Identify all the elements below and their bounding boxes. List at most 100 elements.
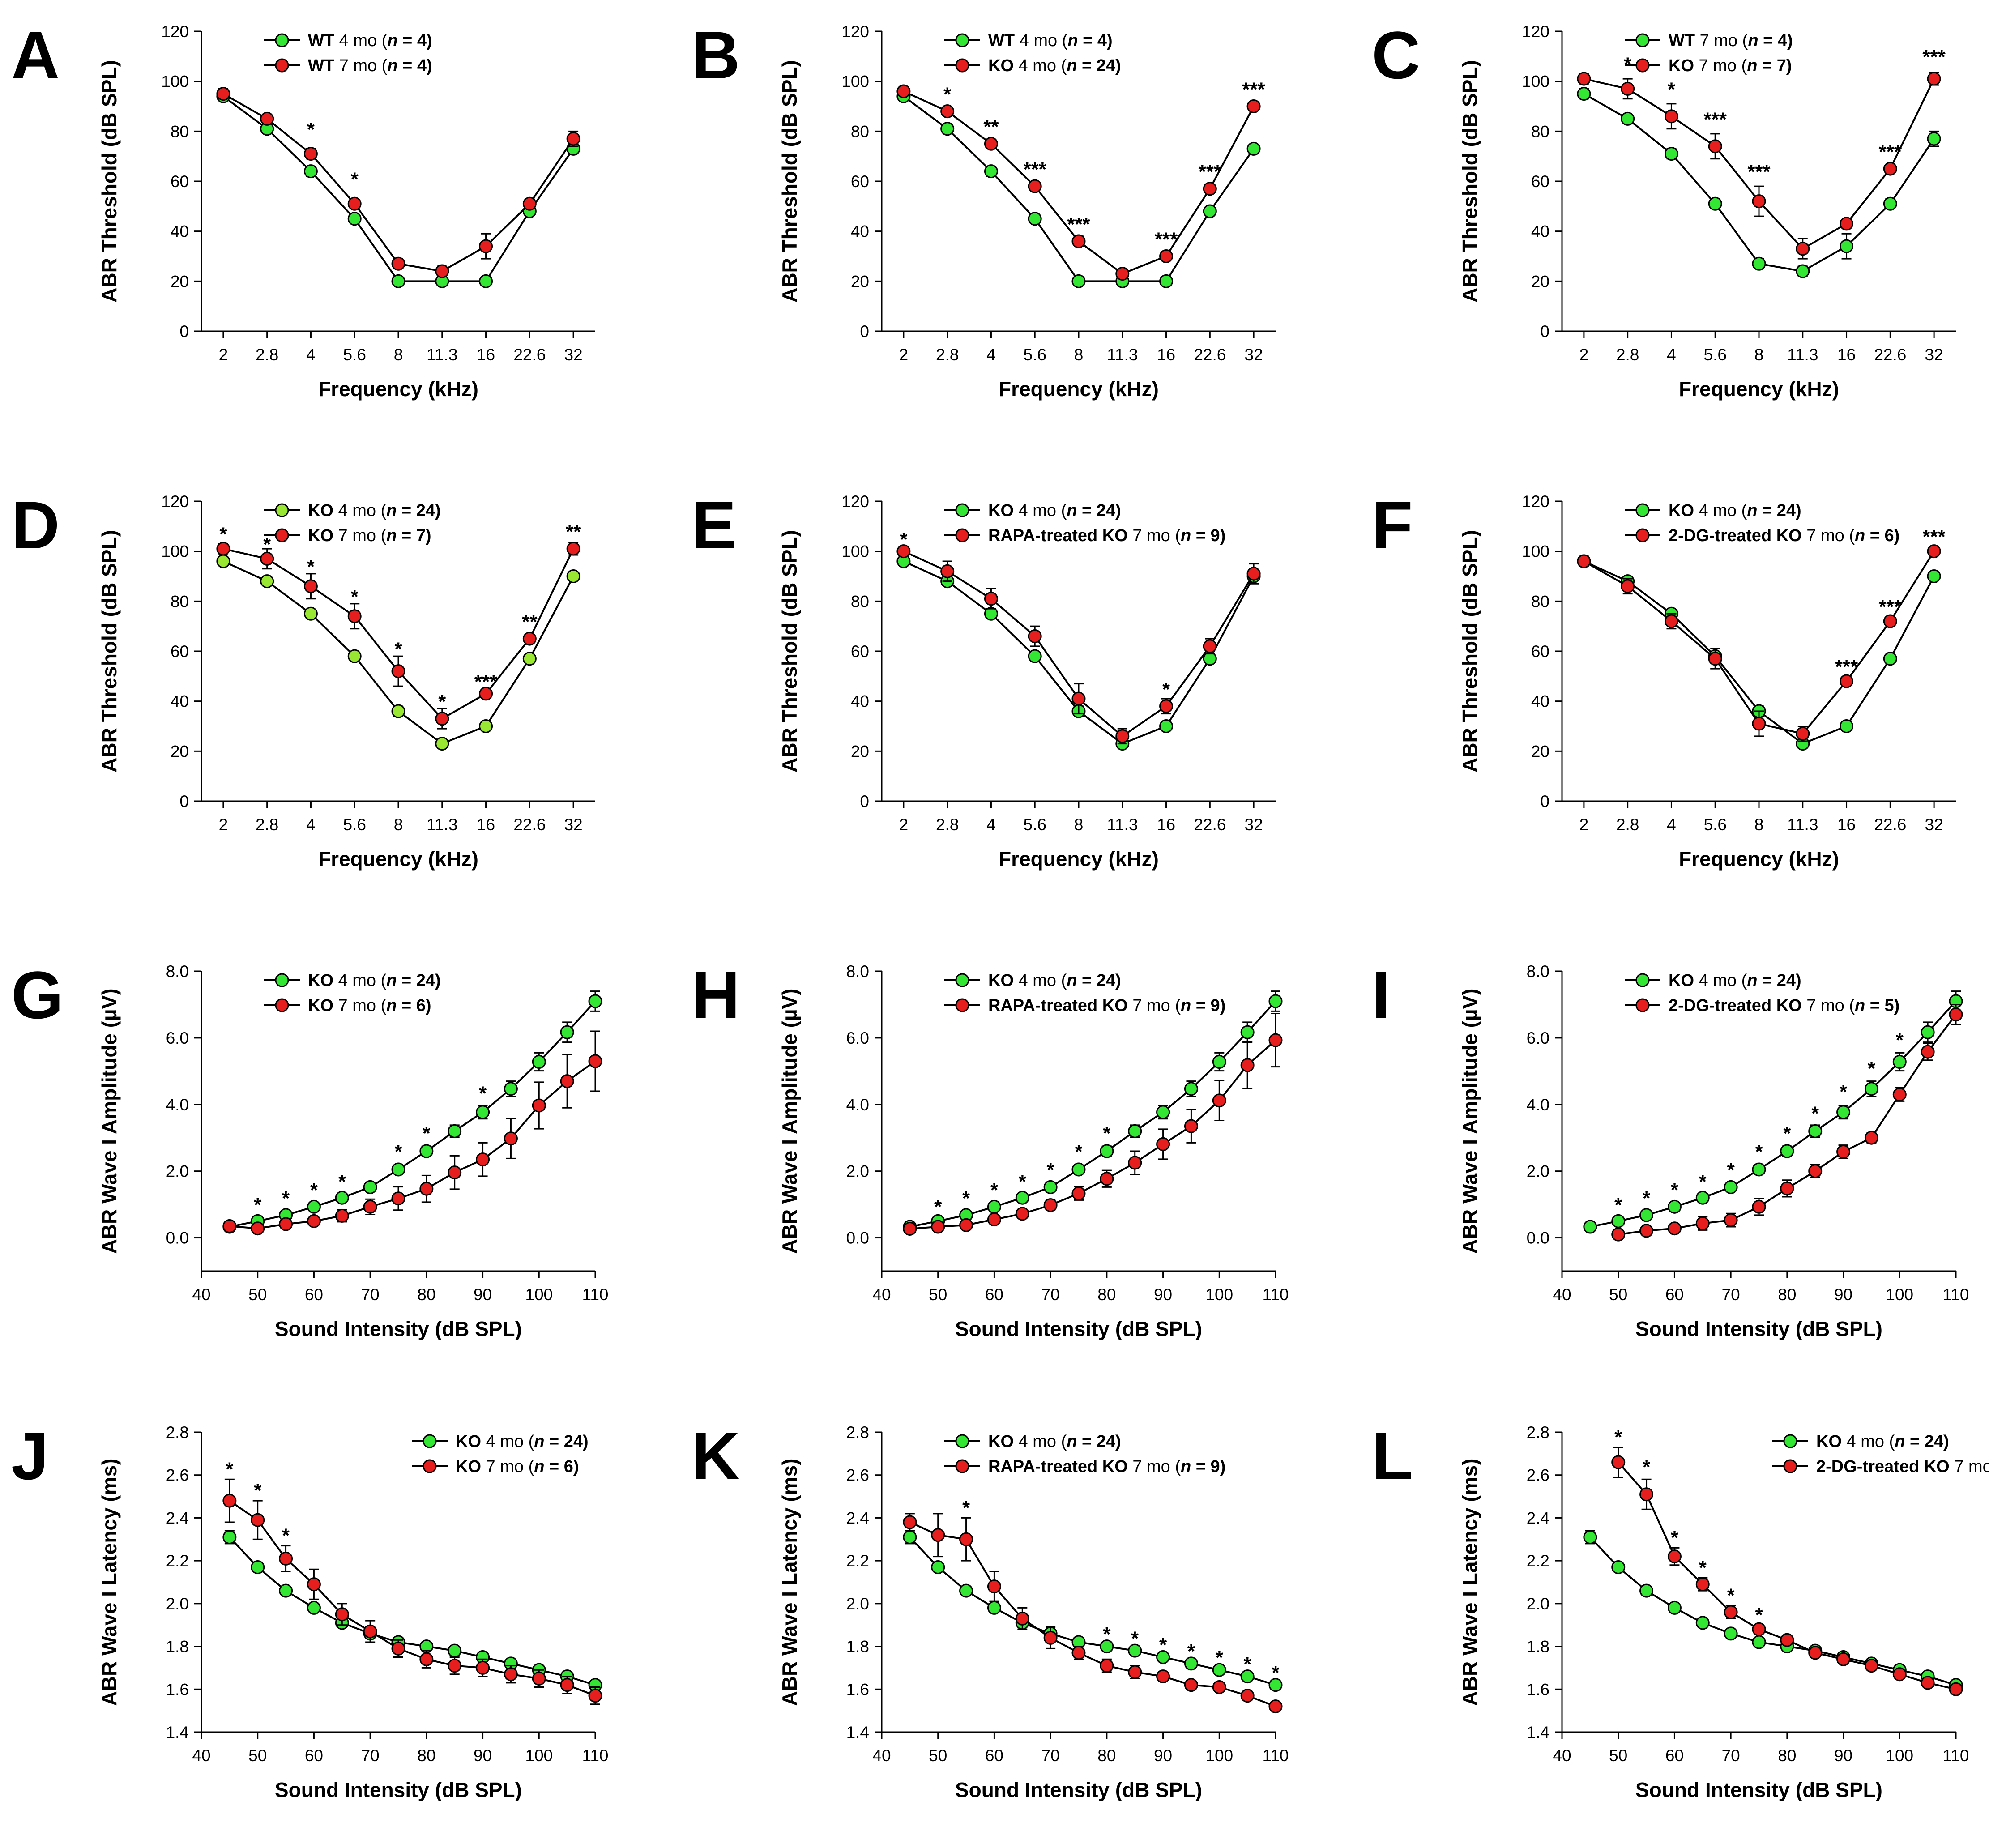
legend-entry: WT 7 mo (n = 4) xyxy=(1669,31,1793,50)
data-point xyxy=(1028,629,1042,643)
panel-a: A 0 20 40 60 80 100 120 2 2.8 4 5.6 8 11.3 16 22.6 32 Fre… xyxy=(11,17,595,401)
data-point xyxy=(1240,1689,1255,1703)
data-point xyxy=(1212,1663,1226,1677)
legend-marker xyxy=(1783,1459,1797,1473)
panel-f: F 0 20 40 60 80 100 120 2 2.8 4 5.6 8 11.3 16 22.6 32 Fre… xyxy=(1372,487,1956,871)
data-point xyxy=(216,554,230,568)
x-tick-label: 40 xyxy=(192,1285,210,1304)
legend-entry: KO 4 mo (n = 24) xyxy=(988,501,1121,520)
panel-letter: I xyxy=(1372,957,1391,1033)
data-point xyxy=(1159,249,1174,263)
significance-marker: * xyxy=(1671,1179,1679,1201)
significance-marker: ** xyxy=(983,116,999,138)
data-point xyxy=(987,1199,1001,1214)
data-point xyxy=(391,1641,405,1656)
x-tick-label: 11.3 xyxy=(427,346,457,364)
data-point xyxy=(260,574,274,589)
significance-marker: * xyxy=(394,638,402,660)
x-tick-label: 90 xyxy=(474,1746,492,1765)
x-tick-label: 2.8 xyxy=(1616,815,1639,834)
y-tick-label: 20 xyxy=(1531,272,1549,290)
x-tick-label: 16 xyxy=(477,346,495,364)
data-point xyxy=(1840,674,1854,688)
legend-marker xyxy=(423,1434,437,1448)
data-point xyxy=(1780,1181,1794,1195)
y-axis-title: ABR Threshold (dB SPL) xyxy=(1458,60,1481,303)
series-1 xyxy=(216,554,580,751)
data-point xyxy=(1115,729,1130,743)
x-tick-label: 2 xyxy=(899,346,909,364)
data-point xyxy=(1892,1667,1907,1682)
data-point xyxy=(1695,1577,1710,1592)
data-point xyxy=(448,1659,462,1673)
y-tick-label: 2.0 xyxy=(166,1162,189,1181)
legend-marker xyxy=(955,33,969,47)
significance-marker: * xyxy=(310,1179,318,1201)
panel-k: K 1.4 1.6 1.8 2.0 2.2 2.4 2.6 2.8 40 50 60 70 80 90 100… xyxy=(691,1418,1289,1801)
data-point xyxy=(1708,652,1722,666)
significance-marker: * xyxy=(254,1480,262,1502)
data-point xyxy=(1240,1025,1255,1039)
significance-marker: * xyxy=(1727,1585,1735,1607)
x-tick-label: 8 xyxy=(1074,815,1084,834)
y-tick-label: 2.0 xyxy=(846,1595,869,1613)
data-point xyxy=(1927,132,1941,146)
y-tick-label: 2.8 xyxy=(846,1423,869,1442)
legend-marker xyxy=(955,528,969,542)
x-tick-label: 40 xyxy=(1553,1285,1571,1304)
data-point xyxy=(347,649,362,663)
data-point xyxy=(1808,1124,1823,1138)
y-tick-label: 40 xyxy=(851,222,869,241)
data-point xyxy=(984,592,998,606)
x-axis-title: Sound Intensity (dB SPL) xyxy=(275,1317,522,1340)
x-axis-title: Sound Intensity (dB SPL) xyxy=(275,1778,522,1801)
x-tick-label: 80 xyxy=(417,1746,435,1765)
x-tick-label: 8 xyxy=(1754,346,1764,364)
x-tick-label: 60 xyxy=(985,1285,1003,1304)
x-tick-label: 60 xyxy=(985,1746,1003,1765)
significance-marker: * xyxy=(943,84,952,106)
data-point xyxy=(1240,1669,1255,1684)
significance-marker: *** xyxy=(1922,46,1946,68)
legend-marker xyxy=(955,1434,969,1448)
y-tick-label: 120 xyxy=(161,492,189,511)
data-point xyxy=(1043,1198,1058,1212)
data-point xyxy=(1611,1455,1626,1469)
data-point xyxy=(940,564,955,578)
data-point xyxy=(1583,1220,1597,1234)
series-1 xyxy=(903,990,1283,1234)
series-2 xyxy=(903,1013,1283,1236)
panel-c: C 0 20 40 60 80 100 120 2 2.8 4 5.6 8 11.3 16 22.6 32 Fre… xyxy=(1372,17,1956,401)
significance-marker: * xyxy=(1643,1456,1651,1478)
significance-marker: * xyxy=(1047,1159,1055,1181)
x-tick-label: 22.6 xyxy=(513,815,546,834)
x-axis-title: Frequency (kHz) xyxy=(999,847,1159,871)
x-tick-label: 50 xyxy=(1609,1746,1627,1765)
data-point xyxy=(1156,1105,1170,1119)
data-point xyxy=(260,551,274,566)
data-point xyxy=(1836,1144,1851,1159)
data-point xyxy=(1212,1054,1226,1069)
x-tick-label: 11.3 xyxy=(1787,346,1818,364)
y-tick-label: 8.0 xyxy=(1527,962,1549,981)
legend-entry: KO 4 mo (n = 24) xyxy=(988,56,1121,75)
y-tick-label: 100 xyxy=(161,73,189,91)
significance-marker: * xyxy=(1671,1527,1679,1549)
data-point xyxy=(1100,1144,1114,1158)
data-point xyxy=(1028,649,1042,663)
data-point xyxy=(391,274,405,288)
data-point xyxy=(347,609,362,623)
x-tick-label: 32 xyxy=(1245,346,1263,364)
data-point xyxy=(959,1532,973,1546)
series-2 xyxy=(216,542,580,730)
significance-marker: * xyxy=(962,1497,970,1519)
data-point xyxy=(1246,99,1261,113)
x-axis-title: Frequency (kHz) xyxy=(1679,847,1839,871)
y-tick-label: 4.0 xyxy=(846,1096,869,1114)
data-point xyxy=(1128,1124,1142,1138)
significance-marker: * xyxy=(351,586,359,608)
panel-e: E 0 20 40 60 80 100 120 2 2.8 4 5.6 8 11.3 16 22.6 32 Fre… xyxy=(691,487,1276,871)
data-point xyxy=(1892,1087,1907,1101)
y-tick-label: 0.0 xyxy=(846,1229,869,1247)
data-point xyxy=(216,542,230,556)
